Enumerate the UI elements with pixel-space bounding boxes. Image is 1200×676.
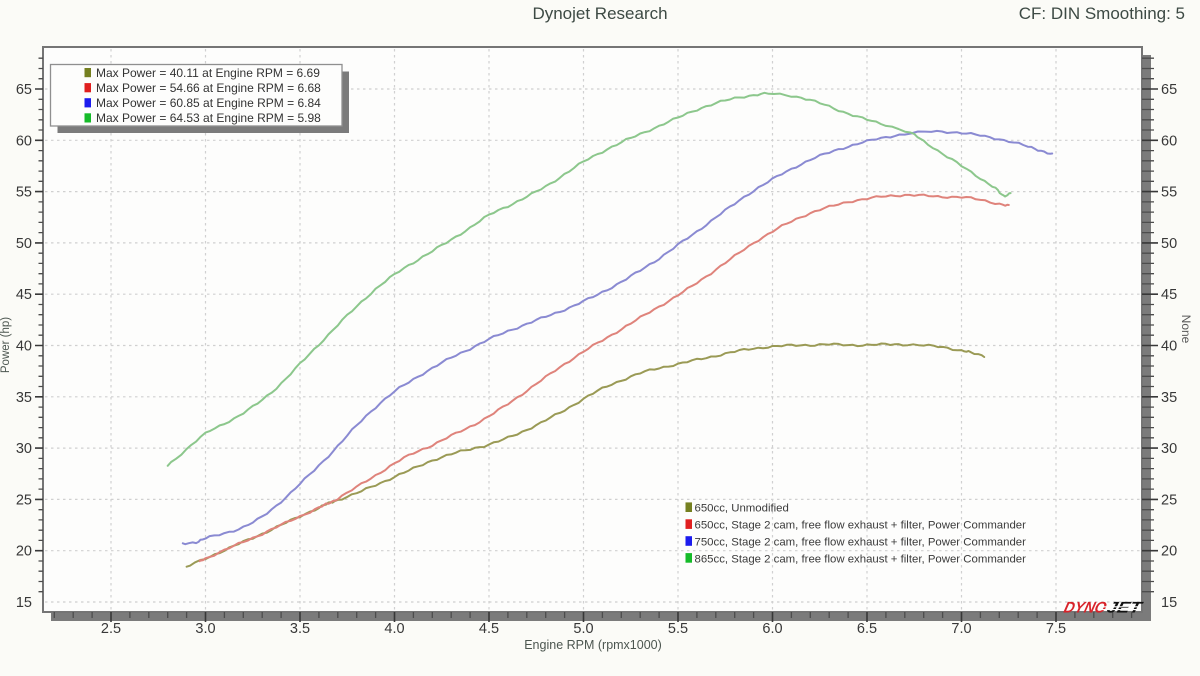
svg-text:DYNO: DYNO bbox=[1062, 600, 1108, 617]
svg-text:25: 25 bbox=[16, 492, 32, 508]
svg-text:JET: JET bbox=[1105, 600, 1145, 617]
svg-text:3.5: 3.5 bbox=[290, 621, 310, 637]
svg-text:5.0: 5.0 bbox=[573, 621, 593, 637]
svg-text:Max Power = 64.53 at Engine RP: Max Power = 64.53 at Engine RPM = 5.98 bbox=[96, 111, 321, 125]
svg-text:30: 30 bbox=[16, 441, 32, 457]
svg-text:35: 35 bbox=[1161, 390, 1177, 406]
svg-text:6.5: 6.5 bbox=[857, 621, 877, 637]
svg-text:30: 30 bbox=[1161, 441, 1177, 457]
svg-text:55: 55 bbox=[16, 185, 32, 201]
svg-text:35: 35 bbox=[16, 390, 32, 406]
svg-text:Dynojet Research: Dynojet Research bbox=[532, 4, 667, 23]
svg-text:65: 65 bbox=[1161, 82, 1177, 98]
svg-text:4.5: 4.5 bbox=[479, 621, 499, 637]
svg-text:Power (hp): Power (hp) bbox=[0, 317, 12, 373]
svg-text:750cc, Stage 2 cam, free flow: 750cc, Stage 2 cam, free flow exhaust + … bbox=[695, 536, 1027, 548]
svg-text:20: 20 bbox=[1161, 544, 1177, 560]
svg-text:20: 20 bbox=[16, 544, 32, 560]
svg-text:15: 15 bbox=[16, 595, 32, 611]
svg-text:45: 45 bbox=[1161, 287, 1177, 303]
svg-text:4.0: 4.0 bbox=[384, 621, 404, 637]
svg-text:Max Power = 40.11 at Engine RP: Max Power = 40.11 at Engine RPM = 6.69 bbox=[96, 66, 320, 80]
svg-text:6.0: 6.0 bbox=[762, 621, 782, 637]
svg-text:7.5: 7.5 bbox=[1046, 621, 1066, 637]
svg-text:25: 25 bbox=[1161, 492, 1177, 508]
svg-text:50: 50 bbox=[1161, 236, 1177, 252]
svg-text:Max Power = 54.66 at Engine RP: Max Power = 54.66 at Engine RPM = 6.68 bbox=[96, 81, 321, 95]
svg-text:40: 40 bbox=[1161, 339, 1177, 355]
svg-text:865cc, Stage 2 cam, free flow: 865cc, Stage 2 cam, free flow exhaust + … bbox=[695, 553, 1027, 565]
svg-text:5.5: 5.5 bbox=[668, 621, 688, 637]
svg-text:None: None bbox=[1179, 315, 1193, 344]
svg-text:50: 50 bbox=[16, 236, 32, 252]
svg-text:15: 15 bbox=[1161, 595, 1177, 611]
svg-text:Max Power = 60.85 at Engine RP: Max Power = 60.85 at Engine RPM = 6.84 bbox=[96, 96, 321, 110]
svg-text:55: 55 bbox=[1161, 185, 1177, 201]
svg-text:65: 65 bbox=[16, 82, 32, 98]
svg-text:Engine RPM (rpmx1000): Engine RPM (rpmx1000) bbox=[524, 638, 662, 652]
svg-text:45: 45 bbox=[16, 287, 32, 303]
svg-text:2.5: 2.5 bbox=[101, 621, 121, 637]
svg-text:650cc, Unmodified: 650cc, Unmodified bbox=[695, 503, 789, 515]
svg-text:3.0: 3.0 bbox=[195, 621, 215, 637]
svg-text:40: 40 bbox=[16, 339, 32, 355]
svg-text:60: 60 bbox=[16, 133, 32, 149]
svg-text:7.0: 7.0 bbox=[951, 621, 971, 637]
svg-text:60: 60 bbox=[1161, 133, 1177, 149]
svg-text:650cc, Stage 2 cam, free flow: 650cc, Stage 2 cam, free flow exhaust + … bbox=[695, 520, 1027, 532]
svg-text:CF: DIN Smoothing: 5: CF: DIN Smoothing: 5 bbox=[1019, 4, 1185, 23]
